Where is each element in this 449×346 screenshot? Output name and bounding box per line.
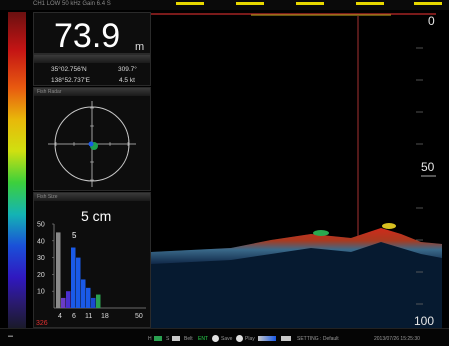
top-indicator bbox=[296, 2, 324, 5]
datetime-label: 2013/07/26 15:25:30 bbox=[374, 336, 420, 342]
ch1-label: H bbox=[148, 336, 152, 342]
peak-label: 5 bbox=[72, 231, 77, 240]
fish-radar-title: Fish Radar bbox=[37, 89, 62, 95]
belt-label[interactable]: Belt bbox=[184, 336, 193, 342]
x-tick-label: 4 bbox=[58, 313, 62, 320]
y-tick-label: 50 bbox=[37, 222, 45, 229]
depth-scale-bottom: 100 bbox=[414, 314, 435, 328]
fish-radar-plot bbox=[48, 101, 136, 187]
save-label[interactable]: Save bbox=[221, 336, 233, 342]
x-tick-label: 11 bbox=[85, 313, 92, 320]
top-indicator bbox=[176, 2, 204, 5]
fish-size-header: Fish Size bbox=[34, 193, 150, 201]
y-tick-label: 10 bbox=[37, 289, 45, 296]
histogram-bar bbox=[91, 297, 96, 308]
status-bar: ▬ H S Belt ENT Save Play SETTING : Defau… bbox=[0, 328, 449, 346]
latitude-value: 35°02.756'N bbox=[51, 66, 87, 73]
depth-scale-top: 0 bbox=[428, 14, 435, 28]
play-label[interactable]: Play bbox=[245, 336, 255, 342]
fish-count-label: 326 bbox=[36, 320, 48, 327]
histogram-bar bbox=[66, 291, 71, 308]
y-tick-label: 20 bbox=[37, 272, 45, 279]
fish-size-histogram: 5 cm 326 50 40 30 20 10 4 6 11 18 50 5 bbox=[36, 208, 146, 327]
fish-radar-header: Fish Radar bbox=[34, 88, 150, 96]
histogram-bar bbox=[86, 287, 91, 308]
seabed-echo bbox=[151, 228, 442, 264]
x-tick-label: 6 bbox=[72, 313, 76, 320]
color-palette-icon[interactable] bbox=[258, 336, 276, 341]
y-tick-label: 40 bbox=[37, 238, 45, 245]
depth-panel[interactable]: 73.9 m bbox=[33, 12, 151, 54]
depth-value: 73.9 bbox=[54, 17, 121, 55]
ch2-label: S bbox=[166, 336, 170, 342]
top-indicator bbox=[414, 2, 442, 5]
color-scale-bar bbox=[8, 12, 26, 328]
histogram-bar bbox=[96, 294, 101, 308]
x-tick-label: 50 bbox=[135, 313, 143, 320]
fish-size-panel[interactable]: Fish Size 5 cm 326 50 40 30 20 10 4 6 11 18 50 5 bbox=[33, 192, 151, 328]
echogram-image bbox=[151, 12, 442, 328]
depth-unit: m bbox=[135, 41, 145, 53]
fish-target-marker bbox=[88, 141, 94, 147]
nav-panel-header bbox=[34, 55, 150, 63]
histogram-bar bbox=[71, 247, 76, 308]
display-icon[interactable] bbox=[281, 336, 291, 341]
menu-icon[interactable]: ▬ bbox=[8, 333, 13, 339]
histogram-bar bbox=[81, 279, 86, 308]
ent-label[interactable]: ENT bbox=[198, 336, 208, 342]
histogram-bar bbox=[56, 232, 61, 308]
top-bar: CH1 LOW 50 kHz Gain 6.4 S bbox=[0, 0, 449, 10]
ch2-color-icon[interactable] bbox=[172, 336, 180, 341]
top-indicator bbox=[236, 2, 264, 5]
fish-size-title: Fish Size bbox=[37, 194, 58, 200]
fish-size-label: 5 cm bbox=[81, 208, 111, 224]
x-tick-label: 18 bbox=[101, 313, 109, 320]
echogram-display[interactable]: 0 50 100 bbox=[151, 12, 442, 328]
top-indicator bbox=[356, 2, 384, 5]
heading-value: 309.7° bbox=[118, 66, 137, 73]
depth-scale-mid: 50 bbox=[421, 160, 435, 174]
longitude-value: 138°52.737'E bbox=[51, 77, 90, 84]
speed-value: 4.5 kt bbox=[119, 77, 135, 84]
histogram-bar bbox=[61, 297, 66, 308]
play-button-icon[interactable] bbox=[236, 335, 243, 342]
y-tick-label: 30 bbox=[37, 255, 45, 262]
channel-mode-label: CH1 LOW 50 kHz Gain 6.4 S bbox=[33, 1, 111, 7]
fish-radar-panel[interactable]: Fish Radar bbox=[33, 87, 151, 191]
ch1-color-icon[interactable] bbox=[154, 336, 162, 341]
save-button-icon[interactable] bbox=[212, 335, 219, 342]
histogram-bar bbox=[76, 257, 81, 308]
nav-panel[interactable]: 35°02.756'N 309.7° 138°52.737'E 4.5 kt bbox=[33, 54, 151, 86]
setting-label[interactable]: SETTING : Default bbox=[297, 336, 339, 342]
